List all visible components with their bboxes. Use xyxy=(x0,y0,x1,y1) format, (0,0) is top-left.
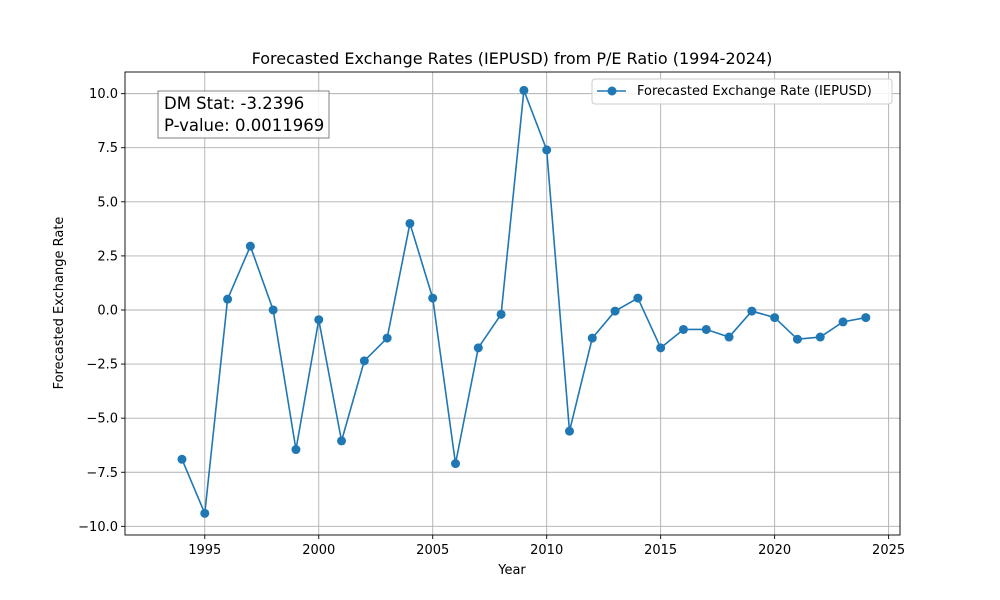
data-point xyxy=(428,293,438,303)
data-point xyxy=(496,309,506,319)
data-point xyxy=(359,356,369,366)
x-axis-label: Year xyxy=(497,563,526,578)
y-tick-label: 5.0 xyxy=(97,195,118,210)
x-tick-label: 1995 xyxy=(188,543,221,558)
x-tick-label: 2010 xyxy=(530,543,563,558)
x-tick-label: 2015 xyxy=(644,543,677,558)
data-point xyxy=(382,333,392,343)
data-point xyxy=(815,332,825,342)
plot-frame xyxy=(124,71,901,536)
data-point xyxy=(245,241,255,251)
data-point xyxy=(337,436,347,446)
p-value-text: P-value: 0.0011969 xyxy=(164,116,324,135)
data-point xyxy=(861,313,871,323)
legend-label: Forecasted Exchange Rate (IEPUSD) xyxy=(637,84,872,99)
legend-marker xyxy=(607,86,617,96)
data-point xyxy=(678,324,688,334)
data-point xyxy=(314,315,324,325)
data-point xyxy=(405,218,415,228)
y-tick-label: −5.0 xyxy=(86,412,118,427)
data-point xyxy=(633,293,643,303)
x-tick-label: 2000 xyxy=(302,543,335,558)
y-tick-label: −7.5 xyxy=(86,466,118,481)
stats-box: DM Stat: -3.2396 P-value: 0.0011969 xyxy=(157,90,330,139)
data-point xyxy=(564,426,574,436)
data-point xyxy=(268,305,278,315)
dm-stat-text: DM Stat: -3.2396 xyxy=(164,94,304,113)
y-tick-label: 0.0 xyxy=(97,303,118,318)
data-point xyxy=(701,324,711,334)
data-point xyxy=(838,317,848,327)
data-point xyxy=(291,445,301,455)
data-point xyxy=(587,333,597,343)
y-tick-label: 7.5 xyxy=(97,141,118,156)
x-tick-label: 2025 xyxy=(872,543,905,558)
x-tick-label: 2020 xyxy=(758,543,791,558)
data-point xyxy=(223,294,233,304)
data-point xyxy=(610,306,620,316)
data-point xyxy=(519,85,529,95)
axes xyxy=(121,71,901,539)
y-tick-label: −2.5 xyxy=(86,358,118,373)
data-point xyxy=(770,313,780,323)
x-tick-label: 2005 xyxy=(416,543,449,558)
data-point xyxy=(542,145,552,155)
legend: Forecasted Exchange Rate (IEPUSD) xyxy=(591,78,893,105)
data-point xyxy=(656,343,666,353)
y-axis-label: Forecasted Exchange Rate xyxy=(52,217,67,390)
stats-box-frame xyxy=(157,90,330,139)
data-point xyxy=(724,332,734,342)
legend-frame xyxy=(591,78,893,105)
tick-labels: 1995 2000 2005 2010 2015 2020 2025 −10.0 −7.5 −5.… xyxy=(78,87,905,558)
y-tick-label: −10.0 xyxy=(78,520,118,535)
chart-title: Forecasted Exchange Rates (IEPUSD) from … xyxy=(252,49,773,68)
data-point xyxy=(792,334,802,344)
data-point xyxy=(473,343,483,353)
series-layer xyxy=(177,85,871,518)
y-tick-label: 10.0 xyxy=(89,87,118,102)
data-point xyxy=(177,454,187,464)
data-point xyxy=(747,306,757,316)
data-point xyxy=(200,508,210,518)
data-point xyxy=(451,459,461,469)
y-tick-label: 2.5 xyxy=(97,249,118,264)
